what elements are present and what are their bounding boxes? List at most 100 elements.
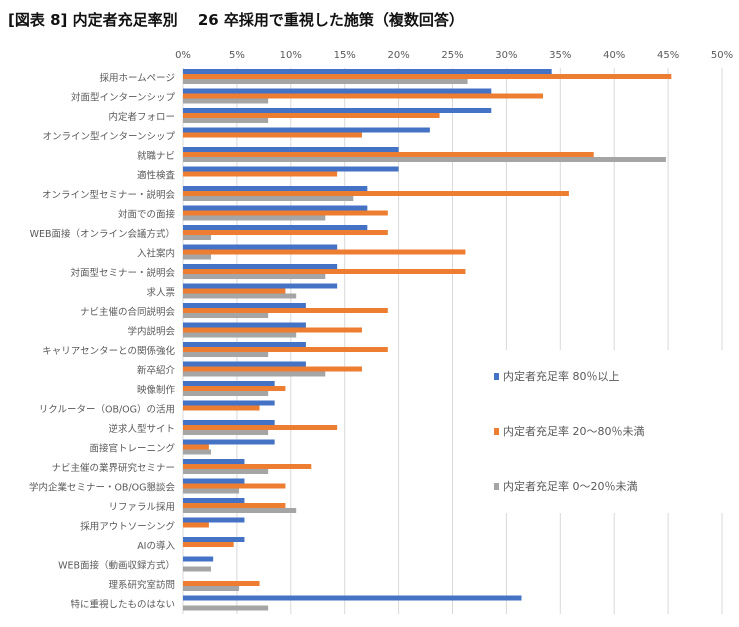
- bar: [183, 210, 388, 216]
- legend-swatch: [494, 483, 499, 490]
- bar: [183, 191, 569, 196]
- bar: [183, 595, 522, 601]
- bar: [183, 391, 269, 396]
- bar: [183, 215, 326, 221]
- category-label: リクルーター（OB/OG）の活用: [39, 404, 175, 416]
- bar: [183, 425, 338, 430]
- bar: [183, 361, 306, 367]
- bar: [183, 449, 212, 455]
- bar: [183, 264, 338, 269]
- bar: [183, 108, 492, 113]
- x-tick-label: 15%: [334, 50, 356, 61]
- bar: [183, 313, 269, 318]
- bar: [183, 444, 209, 450]
- category-label: AIの導入: [137, 540, 175, 552]
- bar: [183, 405, 260, 411]
- category-label: 適性検査: [137, 170, 176, 182]
- bar: [183, 147, 399, 152]
- category-label: 対面型セミナー・説明会: [70, 267, 175, 279]
- bar: [183, 556, 214, 562]
- bar: [183, 439, 275, 445]
- legend-label: 内定者充足率 20～80％未満: [503, 424, 645, 438]
- bar: [183, 483, 286, 489]
- bar: [183, 400, 275, 406]
- category-label: 対面での面接: [118, 209, 176, 221]
- bar: [183, 566, 212, 572]
- category-label: 内定者フォロー: [108, 111, 175, 123]
- bar: [183, 605, 269, 611]
- bar: [183, 542, 234, 547]
- bar: [183, 342, 306, 347]
- legend-background: [456, 350, 739, 513]
- category-label: キャリアセンターとの関係強化: [42, 345, 175, 357]
- bar: [183, 581, 260, 586]
- bar: [183, 166, 399, 172]
- bar: [183, 332, 297, 338]
- x-tick-label: 45%: [657, 50, 679, 61]
- bar: [183, 205, 368, 211]
- bar: [183, 118, 269, 123]
- category-label: 対面型インターンシップ: [71, 92, 176, 104]
- bar: [183, 88, 492, 94]
- legend-label: 内定者充足率 0～20％未満: [503, 479, 638, 493]
- x-tick-label: 25%: [441, 50, 463, 61]
- bar: [183, 113, 440, 118]
- legend-label: 内定者充足率 80％以上: [503, 369, 620, 383]
- category-label: WEB面接（動画収録方式）: [58, 560, 175, 572]
- bar: [183, 469, 269, 474]
- bar: [183, 132, 362, 138]
- category-label: オンライン型インターンシップ: [42, 132, 175, 143]
- bar: [183, 522, 209, 528]
- bar: [183, 503, 286, 508]
- category-label: オンライン型セミナー・説明会: [42, 189, 176, 201]
- category-label: 就職ナビ: [137, 150, 175, 162]
- bar: [183, 327, 362, 333]
- bar: [183, 293, 297, 299]
- bar: [183, 464, 312, 469]
- x-tick-label: 35%: [549, 50, 571, 61]
- chart-title: [図表 8] 内定者充足率別 26 卒採用で重視した施策（複数回答）: [8, 11, 464, 29]
- bar: [183, 498, 245, 503]
- bar: [183, 244, 338, 250]
- legend-swatch: [494, 373, 499, 380]
- bar: [183, 269, 466, 274]
- category-label: 学内説明会: [127, 326, 175, 338]
- bar: [183, 288, 286, 294]
- bar: [183, 386, 286, 391]
- bar: [183, 586, 240, 591]
- category-label: 新卒紹介: [137, 365, 176, 377]
- bar: [183, 230, 388, 235]
- bar: [183, 93, 544, 99]
- bar: [183, 254, 212, 260]
- legend-swatch: [494, 428, 499, 435]
- category-label: 学内企業セミナー・OB/OG懇談会: [29, 482, 176, 494]
- bar: [183, 186, 368, 191]
- x-tick-label: 0%: [175, 50, 191, 61]
- category-label: 理系研究室訪問: [108, 579, 175, 591]
- category-label: 特に重視したものはない: [70, 599, 175, 611]
- bar: [183, 488, 240, 494]
- bar: [183, 352, 269, 357]
- bar: [183, 308, 388, 313]
- bar: [183, 283, 338, 289]
- bar: [183, 478, 245, 484]
- bar: [183, 537, 245, 542]
- category-label: 採用アウトソーシング: [80, 521, 175, 533]
- category-label: 映像制作: [137, 384, 176, 396]
- category-label: WEB面接（オンライン会議方式）: [30, 228, 175, 240]
- category-label: ナビ主催の合同説明会: [80, 306, 176, 318]
- bar: [183, 371, 326, 377]
- bar: [183, 79, 468, 84]
- bar: [183, 508, 297, 513]
- category-label: 面接官トレーニング: [89, 443, 175, 455]
- bar: [183, 127, 430, 133]
- bar: [183, 420, 275, 425]
- bar: [183, 69, 552, 74]
- category-label: 逆求人型サイト: [108, 423, 175, 435]
- x-tick-label: 30%: [495, 50, 517, 61]
- bar: [183, 303, 306, 308]
- bar: [183, 235, 212, 240]
- bar: [183, 381, 275, 386]
- bar: [183, 274, 326, 279]
